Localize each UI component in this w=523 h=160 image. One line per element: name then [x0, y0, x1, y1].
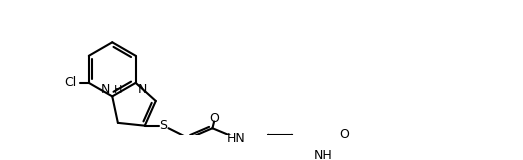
Text: O: O [209, 112, 219, 125]
Text: S: S [160, 119, 167, 132]
Text: H: H [114, 85, 122, 95]
Text: NH: NH [314, 149, 333, 160]
Text: HN: HN [227, 132, 245, 145]
Text: N: N [101, 83, 110, 96]
Text: N: N [138, 83, 147, 96]
Text: Cl: Cl [65, 76, 77, 89]
Text: O: O [339, 128, 349, 141]
